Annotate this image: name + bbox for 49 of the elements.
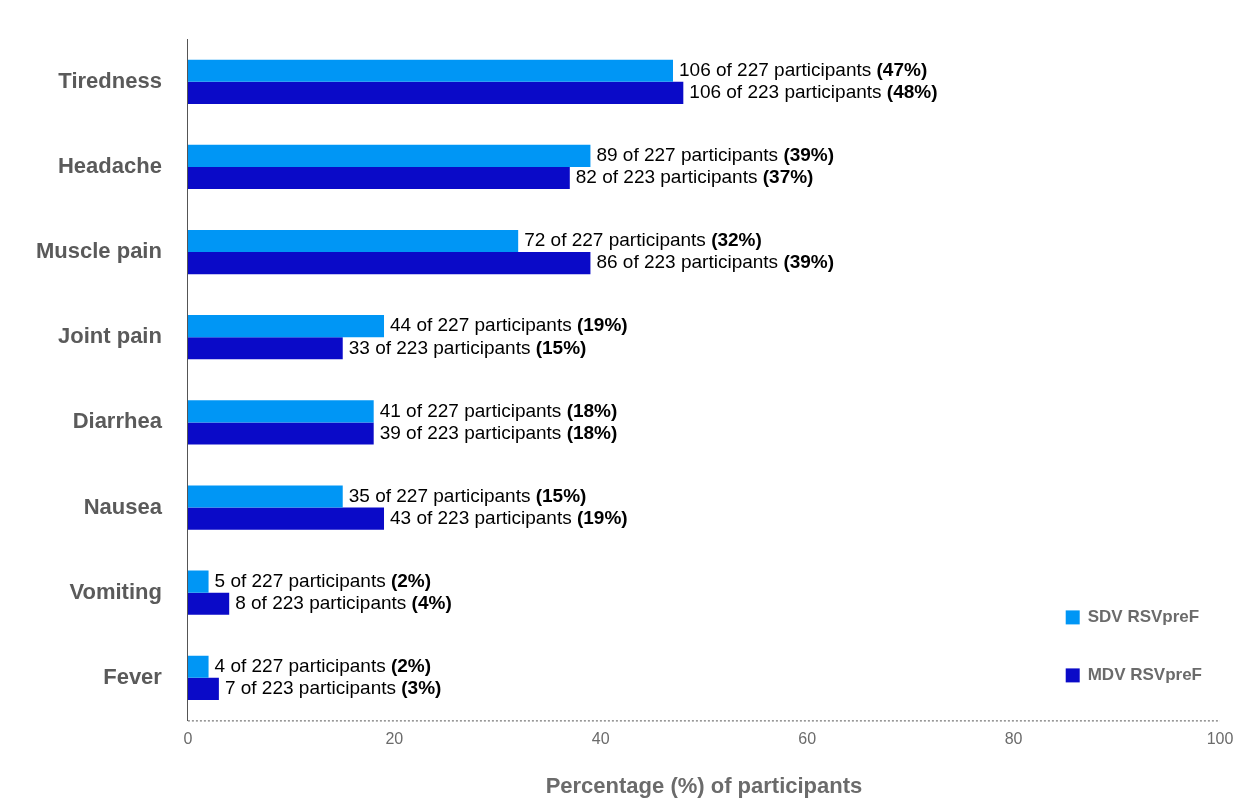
y-tick-label: Headache [57,152,162,178]
bar [187,507,385,530]
x-tick-label: 40 [591,730,610,748]
data-label: 41 of 227 participants (18%) [379,399,618,421]
data-label: 39 of 223 participants (18%) [379,421,618,443]
bar [187,570,209,593]
data-label: 86 of 223 participants (39%) [596,251,835,273]
y-tick-label: Fever [103,663,163,689]
y-tick-label: Tiredness [58,67,162,93]
x-tick-label: 20 [385,730,404,748]
y-tick-label: Joint pain [58,323,162,349]
bar [187,315,385,338]
data-label: 8 of 223 participants (4%) [235,591,452,613]
data-label: 4 of 227 participants (2%) [214,654,432,676]
x-tick-label: 0 [183,730,193,748]
bar [187,229,519,253]
data-label: 7 of 223 participants (3%) [224,677,442,699]
bar [187,655,209,678]
bar [187,252,591,275]
data-label: 35 of 227 participants (15%) [348,484,587,506]
bar [187,400,374,423]
y-tick-label: Muscle pain [36,238,162,264]
bar [187,337,343,360]
data-label: 43 of 223 participants (19%) [390,506,628,528]
bar [187,677,219,700]
bar [187,422,374,445]
data-label: 106 of 227 participants (47%) [679,58,928,80]
bar [187,59,673,82]
bar [187,592,230,615]
data-label: 33 of 223 participants (15%) [348,336,587,358]
bar [187,485,343,508]
y-tick-label: Diarrhea [72,408,163,434]
x-tick-label: 80 [1004,730,1023,748]
x-tick-label: 100 [1206,730,1234,748]
data-label: 44 of 227 participants (19%) [390,314,628,336]
bar [187,144,591,167]
x-axis-title: Percentage (%) of participants [545,772,863,798]
x-tick-label: 60 [798,730,817,748]
y-tick-label: Vomiting [69,578,162,604]
data-label: 82 of 223 participants (37%) [575,166,814,188]
bar [187,166,570,190]
y-tick-label: Nausea [83,493,163,519]
data-label: 5 of 227 participants (2%) [214,569,432,591]
data-label: 72 of 227 participants (32%) [524,229,762,251]
data-label: 106 of 223 participants (48%) [689,81,938,103]
data-label: 89 of 227 participants (39%) [596,144,835,166]
legend-label: MDV RSVpreF [1087,665,1202,685]
legend-label: SDV RSVpreF [1087,607,1200,627]
bar [187,81,684,104]
